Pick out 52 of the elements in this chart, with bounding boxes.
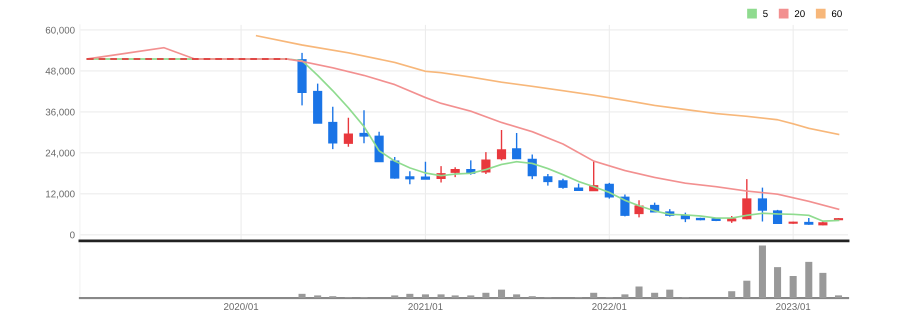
- y-tick-label: 48,000: [46, 68, 75, 76]
- bar: [391, 295, 398, 298]
- bar: [621, 294, 628, 298]
- bar: [805, 262, 812, 298]
- legend-label: 5: [763, 10, 768, 18]
- bar: [498, 290, 506, 298]
- y-tick-label: 60,000: [46, 26, 75, 35]
- candlestick: [390, 156, 400, 180]
- bar: [819, 272, 826, 298]
- candlestick: [405, 170, 414, 185]
- candlestick: [543, 173, 552, 186]
- candlestick: [420, 161, 430, 180]
- bar: [482, 292, 490, 298]
- bar: [314, 295, 322, 298]
- bar: [728, 291, 736, 298]
- candlestick: [344, 117, 353, 148]
- bar: [834, 295, 842, 298]
- bar: [790, 276, 797, 298]
- candlestick: [528, 154, 537, 180]
- candlestick: [758, 186, 768, 222]
- bar: [590, 292, 598, 298]
- bar: [438, 294, 445, 298]
- x-tick-label: 2022/01: [592, 302, 626, 310]
- candlestick: [496, 129, 506, 162]
- y-tick-label: 0: [70, 232, 75, 238]
- bar: [467, 295, 474, 298]
- bar: [422, 294, 429, 298]
- bar: [651, 292, 658, 298]
- x-tick-label: 2023/01: [776, 302, 810, 310]
- bar: [774, 267, 782, 298]
- y-tick-label: 36,000: [46, 108, 75, 117]
- bar: [758, 246, 766, 298]
- candlestick: [328, 106, 338, 150]
- candlestick: [742, 178, 752, 220]
- candlestick: [450, 166, 460, 178]
- y-tick-label: 12,000: [46, 190, 75, 199]
- x-tick-label: 2021/01: [408, 302, 443, 310]
- line-series: [256, 34, 840, 136]
- candlestick: [512, 132, 522, 160]
- bar: [406, 294, 414, 298]
- bar: [666, 290, 674, 298]
- x-tick-label: 2020/01: [224, 302, 258, 310]
- bar: [452, 295, 459, 298]
- bar: [636, 286, 643, 298]
- bar: [298, 294, 306, 298]
- bar: [513, 294, 520, 298]
- y-tick-label: 24,000: [46, 150, 75, 158]
- candlestick: [620, 194, 630, 218]
- candlestick: [558, 178, 568, 190]
- legend-label: 60: [832, 10, 842, 18]
- bar: [743, 280, 750, 298]
- legend-label: 20: [794, 10, 805, 18]
